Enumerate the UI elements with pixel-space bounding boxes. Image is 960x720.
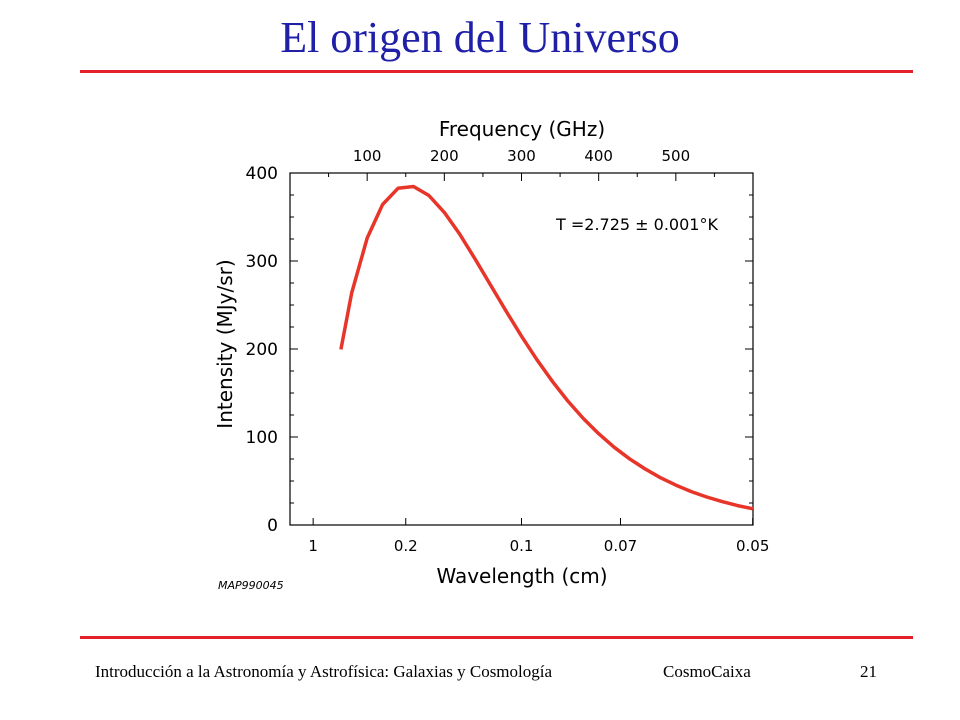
bottom-tick-label: 1	[308, 537, 318, 555]
tick-labels: 0 100 200 300 400 100 200 300 400 500 1 0.2 0.1 0.07 0…	[246, 147, 770, 555]
top-tick-label: 100	[353, 147, 382, 165]
x2-axis-title: Frequency (GHz)	[439, 117, 605, 141]
footer-course: Introducción a la Astronomía y Astrofísi…	[95, 662, 553, 681]
slide-title: El origen del Universo	[280, 13, 680, 62]
annotation-temperature: T =2.725 ± 0.001°K	[555, 215, 718, 234]
cmb-spectrum-chart: 0 100 200 300 400 100 200 300 400 500 1 0.2 0.1 0.07 0…	[213, 117, 770, 592]
bottom-tick-label: 0.2	[394, 537, 418, 555]
bottom-tick-label: 0.1	[510, 537, 534, 555]
figure-credit: MAP990045	[218, 579, 284, 592]
top-tick-label: 400	[584, 147, 613, 165]
top-tick-label: 300	[507, 147, 536, 165]
page-number: 21	[860, 662, 877, 681]
axis-ticks	[290, 172, 754, 526]
y-tick-label: 200	[246, 340, 278, 360]
footer-rule	[80, 636, 913, 639]
footer-venue: CosmoCaixa	[663, 662, 751, 681]
title-underline	[80, 70, 913, 73]
x-axis-title: Wavelength (cm)	[436, 564, 607, 588]
bottom-tick-label: 0.07	[604, 537, 637, 555]
y-tick-label: 300	[246, 252, 278, 272]
y-axis-title: Intensity (MJy/sr)	[213, 259, 237, 428]
y-tick-label: 400	[246, 164, 278, 184]
top-tick-label: 200	[430, 147, 459, 165]
blackbody-curve	[339, 184, 754, 511]
y-tick-label: 100	[246, 428, 278, 448]
bottom-tick-label: 0.05	[736, 537, 769, 555]
top-tick-label: 500	[662, 147, 691, 165]
y-tick-label: 0	[267, 516, 278, 536]
